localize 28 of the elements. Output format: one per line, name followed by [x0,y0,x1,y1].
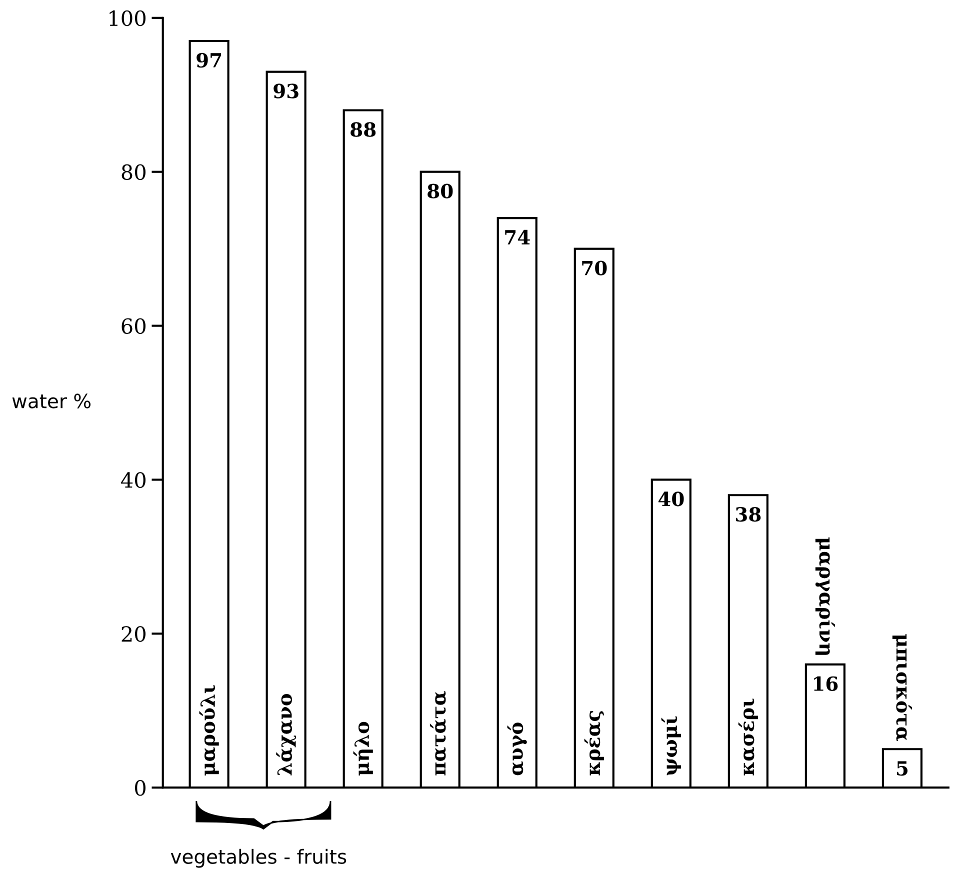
data-label: 5 [897,761,908,776]
x-tick-label: λάχανο [276,694,296,776]
y-axis-title: water % [12,394,91,408]
x-tick-label: πατάτα [430,691,446,776]
y-tick-label: 0 [135,780,146,796]
x-tick-label: μαργαρίνη [815,537,836,655]
data-label: 80 [428,184,453,198]
x-tick-label: μαρούλι [199,685,219,776]
data-label: 97 [196,52,221,68]
y-tick-label: 40 [121,472,146,488]
data-label: 40 [658,492,684,506]
x-tick-label: μπισκότα [892,634,912,741]
y-tick-label: 100 [110,10,146,26]
data-label: 16 [814,676,838,692]
x-tick-label: αυγό [507,722,527,776]
text: vegetables - fruits [170,848,346,868]
data-label: 88 [350,122,376,137]
y-tick-label: 60 [122,318,146,334]
y-tick-label: 20 [122,626,146,642]
data-label: 70 [582,260,607,276]
data-label: 93 [274,84,298,98]
x-tick-label: ψωμί [661,716,681,776]
y-tick-label: 80 [122,164,146,180]
x-tick-label: μήλο [353,722,373,776]
x-tick-label: κρέας [584,711,604,776]
x-tick-label: κασέρι [738,698,758,776]
data-label: 74 [505,230,530,244]
data-label: 38 [736,507,761,522]
